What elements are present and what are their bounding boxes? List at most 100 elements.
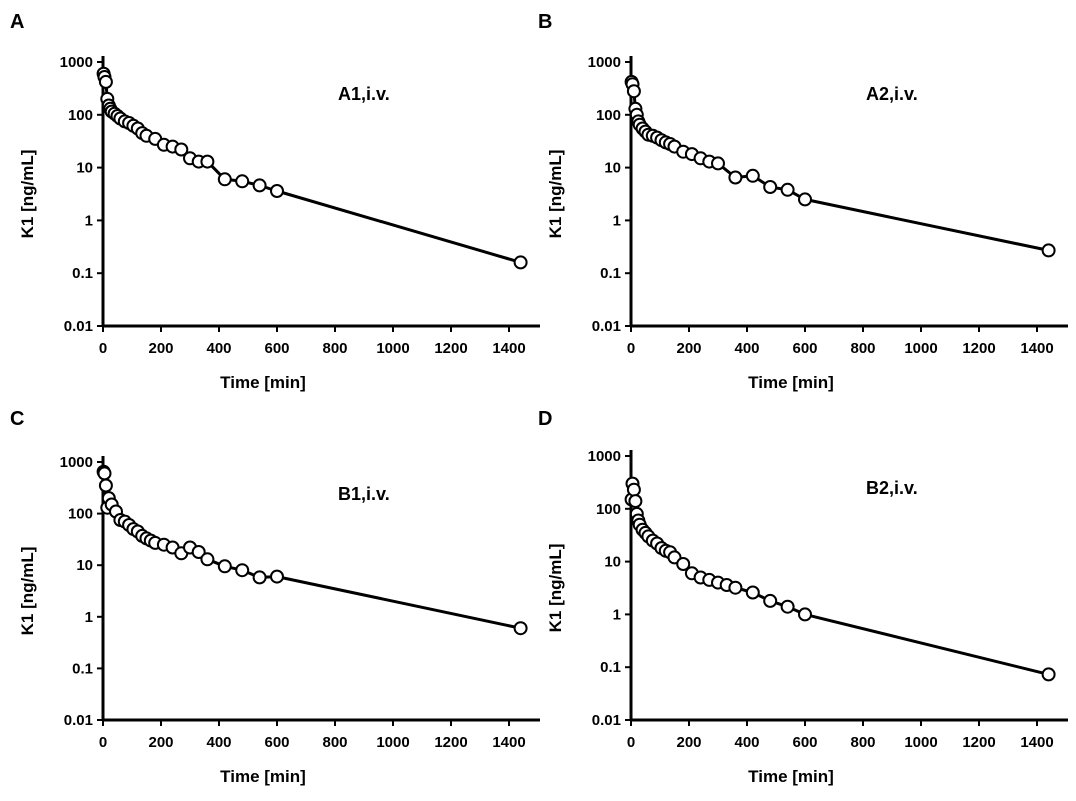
data-point bbox=[200, 552, 215, 567]
x-tick-label: 200 bbox=[148, 734, 173, 751]
series-line bbox=[630, 81, 1049, 252]
data-point bbox=[98, 478, 113, 493]
y-tick-label: 1 bbox=[85, 609, 93, 626]
data-point bbox=[1041, 667, 1056, 682]
x-tick-label: 0 bbox=[627, 340, 635, 357]
data-point bbox=[270, 184, 284, 198]
y-tick-label: 1000 bbox=[60, 54, 93, 71]
y-tick-label: 1 bbox=[85, 212, 93, 229]
x-axis-label: Time [min] bbox=[220, 373, 306, 392]
panel-title: A1,i.v. bbox=[338, 84, 390, 104]
y-tick-label: 0.1 bbox=[600, 265, 621, 282]
data-point bbox=[780, 182, 795, 197]
data-point bbox=[191, 545, 206, 559]
x-axis-label: Time [min] bbox=[748, 373, 834, 392]
panel-title: B1,i.v. bbox=[338, 484, 390, 504]
x-tick-label: 1000 bbox=[376, 340, 409, 357]
y-axis-label: K1 [ng/mL] bbox=[18, 547, 37, 636]
data-point bbox=[217, 172, 232, 187]
data-point bbox=[513, 255, 528, 270]
x-tick-label: 1400 bbox=[1020, 340, 1053, 357]
x-tick-label: 400 bbox=[206, 340, 231, 357]
x-tick-label: 400 bbox=[206, 734, 231, 751]
x-tick-label: 1000 bbox=[376, 734, 409, 751]
x-tick-label: 400 bbox=[734, 734, 759, 751]
data-point bbox=[628, 494, 643, 509]
x-tick-label: 800 bbox=[322, 340, 347, 357]
chart-panel-c: C 0.01 0.1 1 10 100 1000 0 200 400 600 800 1000 1200 1… bbox=[10, 408, 540, 786]
chart-panel-d: D 0.01 0.1 1 10 100 1000 0 200 400 600 800 1000 1200 1… bbox=[538, 408, 1068, 786]
x-tick-label: 800 bbox=[322, 734, 347, 751]
x-tick-label: 1200 bbox=[962, 340, 995, 357]
x-tick-label: 600 bbox=[264, 734, 289, 751]
data-point bbox=[798, 607, 812, 622]
data-point bbox=[676, 557, 691, 571]
y-tick-label: 0.01 bbox=[592, 712, 621, 729]
data-point bbox=[626, 84, 641, 99]
y-tick-label: 10 bbox=[76, 160, 93, 177]
y-tick-label: 100 bbox=[68, 107, 93, 124]
x-tick-label: 1000 bbox=[904, 340, 937, 357]
data-point bbox=[200, 154, 215, 169]
data-point bbox=[235, 563, 250, 578]
y-tick-label: 0.01 bbox=[64, 712, 93, 729]
x-axis-label: Time [min] bbox=[748, 767, 834, 786]
data-point bbox=[1041, 243, 1056, 258]
y-tick-label: 0.1 bbox=[72, 660, 93, 677]
y-tick-label: 10 bbox=[76, 557, 93, 574]
data-point bbox=[217, 559, 232, 574]
y-tick-label: 100 bbox=[596, 107, 621, 124]
data-point bbox=[728, 580, 743, 595]
y-tick-label: 1 bbox=[613, 212, 621, 229]
x-tick-label: 1000 bbox=[904, 734, 937, 751]
x-tick-label: 200 bbox=[148, 340, 173, 357]
y-axis-label: K1 [ng/mL] bbox=[546, 544, 565, 633]
x-tick-label: 600 bbox=[792, 340, 817, 357]
x-tick-label: 1400 bbox=[1020, 734, 1053, 751]
panel-letter: A bbox=[10, 11, 24, 33]
panel-letter: D bbox=[538, 408, 552, 430]
x-tick-label: 1200 bbox=[434, 734, 467, 751]
data-point bbox=[798, 192, 812, 207]
data-point bbox=[711, 156, 725, 171]
data-point bbox=[174, 142, 189, 157]
x-tick-label: 1400 bbox=[492, 340, 525, 357]
data-point bbox=[780, 599, 795, 614]
x-tick-label: 1400 bbox=[492, 734, 525, 751]
x-tick-label: 800 bbox=[850, 734, 875, 751]
data-point bbox=[270, 569, 284, 584]
x-tick-label: 1200 bbox=[434, 340, 467, 357]
series-line bbox=[102, 73, 522, 264]
x-tick-label: 200 bbox=[676, 340, 701, 357]
x-tick-label: 1200 bbox=[962, 734, 995, 751]
data-point bbox=[252, 178, 267, 193]
chart-panel-b: B 0.01 0.1 1 10 100 1000 0 200 400 600 800 1000 1200 1… bbox=[538, 11, 1068, 392]
y-tick-label: 0.1 bbox=[600, 659, 621, 676]
data-point bbox=[98, 74, 113, 89]
panel-title: B2,i.v. bbox=[866, 478, 918, 498]
data-point bbox=[97, 466, 112, 481]
data-point bbox=[728, 170, 743, 185]
y-tick-label: 10 bbox=[604, 160, 621, 177]
y-tick-label: 10 bbox=[604, 554, 621, 571]
x-tick-label: 0 bbox=[627, 734, 635, 751]
data-point bbox=[235, 174, 250, 189]
data-point bbox=[252, 570, 267, 585]
y-tick-label: 0.01 bbox=[592, 318, 621, 335]
x-tick-label: 800 bbox=[850, 340, 875, 357]
y-tick-label: 100 bbox=[68, 506, 93, 523]
y-tick-label: 1000 bbox=[60, 454, 93, 471]
x-axis-label: Time [min] bbox=[220, 767, 306, 786]
x-tick-label: 600 bbox=[264, 340, 289, 357]
panel-letter: C bbox=[10, 408, 24, 430]
data-point bbox=[513, 621, 528, 636]
y-tick-label: 1000 bbox=[588, 448, 621, 465]
x-tick-label: 0 bbox=[99, 340, 107, 357]
panel-title: A2,i.v. bbox=[866, 84, 918, 104]
y-tick-label: 1000 bbox=[588, 54, 621, 71]
x-tick-label: 200 bbox=[676, 734, 701, 751]
data-point bbox=[763, 593, 778, 608]
y-axis-label: K1 [ng/mL] bbox=[546, 150, 565, 239]
y-tick-label: 0.01 bbox=[64, 318, 93, 335]
